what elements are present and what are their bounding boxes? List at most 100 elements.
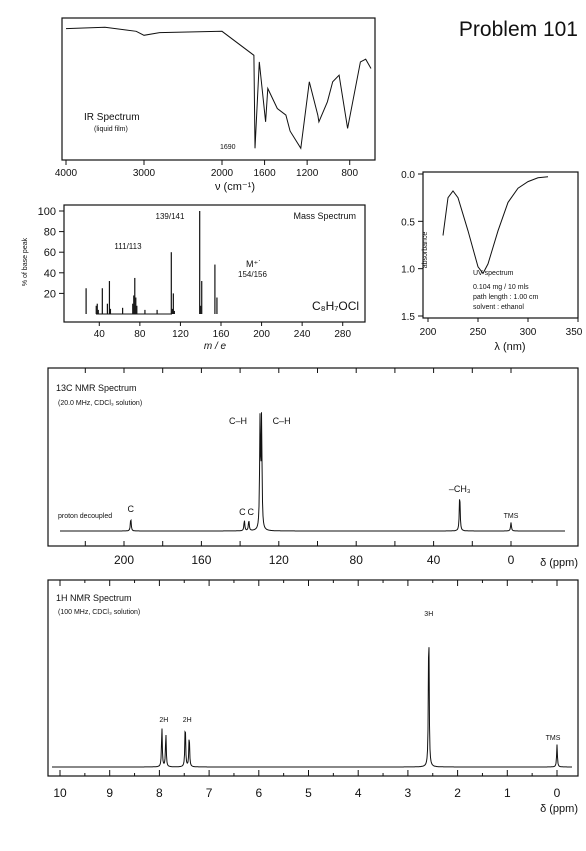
hnmr-title: 1H NMR Spectrum: [56, 593, 132, 603]
hnmr-tick-label: 0: [554, 786, 561, 800]
ir-tick-labels: 4000 3000 2000 1600 1200 800: [55, 168, 359, 179]
hnmr-tick-label: 3: [405, 786, 412, 800]
hnmr-tick-label: 1: [504, 786, 511, 800]
uv-xtick-label: 300: [520, 327, 537, 338]
uv-ytick-label: 0.5: [401, 217, 415, 228]
hnmr-tick-label: 5: [305, 786, 312, 800]
hnmr-tick-label: 8: [156, 786, 163, 800]
cnmr-tick-label: 120: [269, 553, 289, 567]
ms-y-ticks: 20 40 60 80 100: [38, 206, 64, 300]
cnmr-peak-label: C–H: [229, 416, 247, 426]
cnmr-tick-label: 160: [191, 553, 211, 567]
cnmr-peak-label: –CH₃: [449, 484, 471, 494]
hnmr-tick-label: 4: [355, 786, 362, 800]
cnmr-peak-label: TMS: [504, 513, 519, 520]
ms-peak-label-154: 154/156: [238, 270, 267, 279]
hnmr-tick-label: 6: [255, 786, 262, 800]
uv-panel: 0.0 0.5 1.0 1.5 200 250 300 350 absorbance UV s…: [401, 170, 583, 353]
ms-ylabel: % of base peak: [22, 237, 29, 286]
ir-tick-label: 4000: [55, 168, 78, 179]
cnmr-title: 13C NMR Spectrum: [56, 383, 137, 393]
cnmr-tick-label: 200: [114, 553, 134, 567]
ir-xlabel: ν (cm⁻¹): [215, 181, 255, 193]
ir-tick-label: 1200: [296, 168, 319, 179]
cnmr-peak-label: C: [248, 507, 255, 517]
uv-title: UV spectrum: [473, 270, 514, 277]
ir-tick-label: 800: [341, 168, 358, 179]
uv-ytick-label: 1.5: [401, 312, 415, 323]
ir-frame: [61, 17, 376, 161]
hnmr-integration-label: 3H: [424, 611, 433, 618]
uv-ytick-label: 1.0: [401, 265, 415, 276]
uv-xtick-label: 250: [470, 327, 487, 338]
hnmr-integration-label: 2H: [159, 717, 168, 724]
ms-ytick-label: 100: [38, 206, 56, 218]
ms-formula: C₈H₇OCl: [312, 299, 359, 313]
ir-annotation: 1690: [220, 144, 236, 151]
ms-peak-label-139: 139/141: [156, 212, 185, 221]
ms-xlabel: m / e: [204, 341, 227, 352]
ir-subtitle: (liquid film): [94, 126, 128, 133]
ms-xtick-label: 200: [253, 329, 270, 340]
ms-ytick-label: 80: [44, 227, 56, 239]
hnmr-tick-label: 10: [53, 786, 67, 800]
uv-xtick-label: 350: [566, 327, 583, 338]
uv-ticks: 0.0 0.5 1.0 1.5 200 250 300 350: [401, 170, 583, 338]
hnmr-xlabel: δ (ppm): [540, 803, 578, 815]
ms-x-ticks: 40 80 120 160 200 240 280: [94, 322, 351, 340]
ms-panel: 20 40 60 80 100 40 80 120 160 200 240 280 Mass Spe…: [22, 204, 366, 352]
ir-tick-label: 3000: [133, 168, 156, 179]
ms-frame: [63, 204, 366, 323]
problem-title: Problem 101: [459, 18, 578, 41]
ir-tick-label: 2000: [211, 168, 234, 179]
cnmr-note: proton decoupled: [58, 513, 112, 520]
hnmr-frame: [47, 579, 579, 777]
hnmr-subtitle: (100 MHz, CDCl₃ solution): [58, 609, 140, 616]
cnmr-tick-label: 0: [508, 553, 515, 567]
uv-frame: [422, 171, 579, 319]
ms-ytick-label: 60: [44, 247, 56, 259]
ms-peak-label-111: 111/113: [114, 242, 142, 251]
ms-title: Mass Spectrum: [293, 211, 356, 221]
cnmr-tick-label: 40: [427, 553, 441, 567]
uv-ylabel: absorbance: [422, 232, 429, 269]
ms-xtick-label: 80: [134, 329, 146, 340]
uv-condition-2: path length : 1.00 cm: [473, 294, 539, 301]
ir-x-ticks: [65, 160, 351, 165]
cnmr-xlabel: δ (ppm): [540, 557, 578, 569]
ir-trace: [65, 26, 372, 150]
cnmr-peak-label: C: [128, 504, 135, 514]
ms-xtick-label: 240: [294, 329, 311, 340]
ms-xtick-label: 120: [172, 329, 189, 340]
ir-tick-label: 1600: [253, 168, 276, 179]
cnmr-peak-label: C–H: [273, 416, 291, 426]
ir-title: IR Spectrum: [84, 112, 140, 123]
ms-xtick-label: 280: [334, 329, 351, 340]
cnmr-trace: [60, 412, 565, 532]
cnmr-ticks: 200 160 120 80 40 0: [84, 368, 515, 567]
uv-xlabel: λ (nm): [494, 341, 525, 353]
ms-xtick-label: 40: [94, 329, 106, 340]
cnmr-subtitle: (20.0 MHz, CDCl₃ solution): [58, 400, 142, 407]
hnmr-tick-label: 9: [106, 786, 113, 800]
ms-molecular-ion: M⁺˙: [246, 259, 261, 269]
cnmr-frame: [47, 367, 579, 547]
cnmr-tick-label: 80: [350, 553, 364, 567]
hnmr-integration-label: TMS: [546, 735, 561, 742]
uv-ytick-label: 0.0: [401, 170, 415, 181]
uv-trace: [442, 176, 549, 275]
hnmr-trace: [52, 647, 572, 768]
hnmr-integration-labels: 2H 2H 3H TMS: [159, 611, 560, 742]
uv-xtick-label: 200: [420, 327, 437, 338]
uv-condition-1: 0.104 mg / 10 mls: [473, 284, 529, 291]
ir-panel: IR Spectrum (liquid film) 1690 4000 3000 2…: [55, 17, 376, 193]
hnmr-ticks: 10 9 8 7 6 5 4 3 2 1 0: [53, 580, 561, 800]
ms-xtick-label: 160: [213, 329, 230, 340]
hnmr-tick-label: 7: [206, 786, 213, 800]
ms-ytick-label: 20: [44, 288, 56, 300]
uv-condition-3: solvent : ethanol: [473, 304, 524, 311]
